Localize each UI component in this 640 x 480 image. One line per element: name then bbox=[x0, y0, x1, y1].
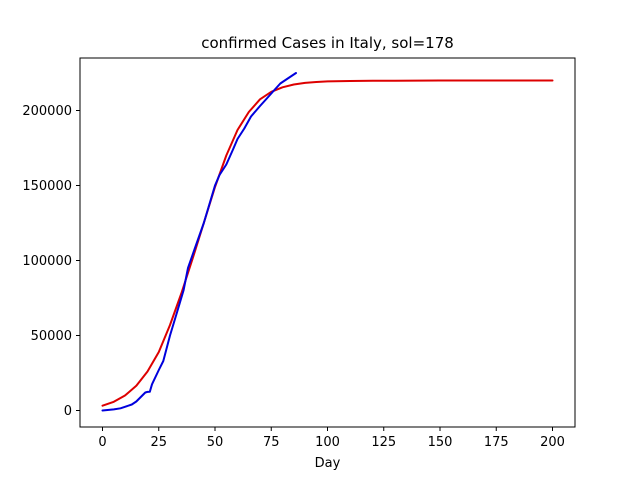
x-tick-label: 100 bbox=[315, 435, 340, 450]
y-tick-label: 0 bbox=[64, 404, 72, 419]
y-axis: 0 50000 100000 150000 200000 bbox=[22, 104, 80, 419]
series-layer bbox=[101, 72, 554, 412]
series-line-1 bbox=[101, 72, 297, 412]
x-tick-label: 50 bbox=[207, 435, 224, 450]
x-tick-label: 200 bbox=[540, 435, 565, 450]
x-axis: 0 25 50 75 100 125 150 175 200 bbox=[98, 427, 565, 450]
y-tick-label: 100000 bbox=[22, 254, 72, 269]
x-tick-label: 175 bbox=[484, 435, 509, 450]
x-tick-label: 75 bbox=[263, 435, 280, 450]
plot-frame bbox=[79, 57, 576, 428]
y-tick-label: 200000 bbox=[22, 104, 72, 119]
x-tick-label: 0 bbox=[98, 435, 106, 450]
y-tick-label: 50000 bbox=[31, 329, 72, 344]
y-tick-label: 150000 bbox=[22, 179, 72, 194]
x-tick-label: 125 bbox=[371, 435, 396, 450]
x-tick-label: 150 bbox=[428, 435, 453, 450]
x-axis-label: Day bbox=[315, 456, 341, 471]
x-tick-label: 25 bbox=[150, 435, 167, 450]
chart-title: confirmed Cases in Italy, sol=178 bbox=[201, 34, 454, 52]
series-line-0 bbox=[101, 79, 554, 407]
